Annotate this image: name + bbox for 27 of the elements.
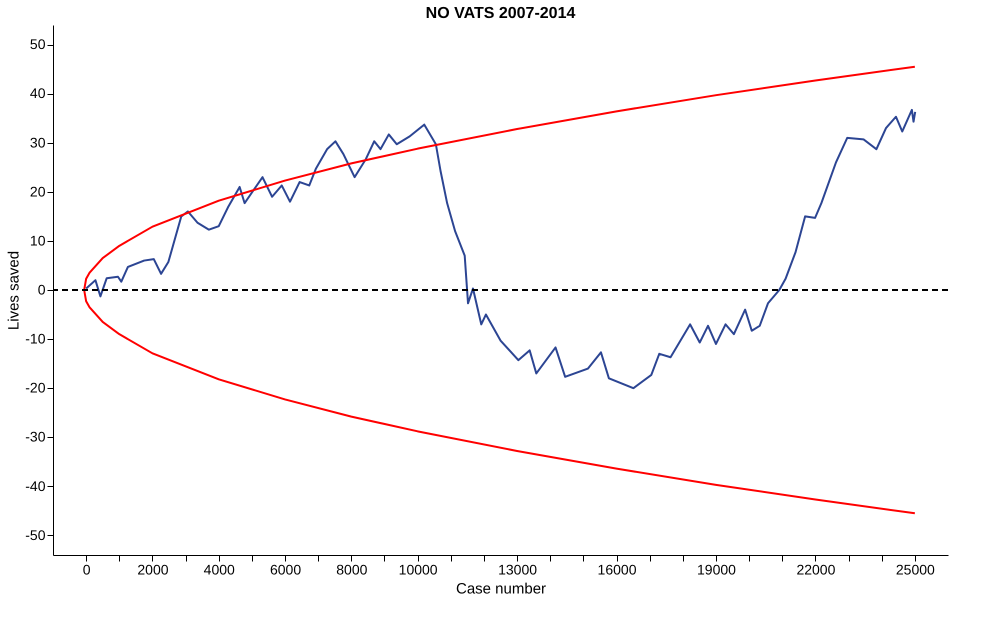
y-tick-label: 30: [30, 134, 46, 150]
y-axis-title: Lives saved: [5, 250, 22, 330]
x-tick-label: 13000: [498, 562, 538, 578]
line-series: [83, 66, 916, 514]
x-tick-label: 4000: [204, 562, 236, 578]
y-tick-label: 50: [30, 36, 46, 52]
x-tick-label: 25000: [896, 562, 936, 578]
x-tick-label: 6000: [270, 562, 302, 578]
line-series: [85, 108, 916, 390]
y-tick-label: 0: [38, 282, 46, 298]
chart-title: NO VATS 2007-2014: [426, 5, 576, 22]
x-tick-label: 0: [82, 562, 91, 578]
y-tick-label: 10: [30, 232, 46, 248]
y-tick-label: 40: [30, 85, 46, 102]
x-tick-label: 16000: [598, 562, 637, 578]
y-tick-label: 20: [30, 183, 46, 200]
x-tick-label: 8000: [336, 562, 368, 578]
y-tick-label: -40: [25, 478, 46, 494]
y-tick-label: -20: [25, 380, 46, 396]
y-tick-label: -10: [25, 330, 46, 347]
x-tick-label: 10000: [398, 562, 438, 578]
x-tick-label: 2000: [137, 562, 169, 578]
x-tick-label: 19000: [696, 562, 736, 578]
x-tick-label: 22000: [796, 562, 836, 578]
y-tick-label: -50: [25, 526, 46, 543]
y-tick-label: -30: [25, 428, 46, 445]
x-axis-title: Case number: [456, 580, 546, 598]
